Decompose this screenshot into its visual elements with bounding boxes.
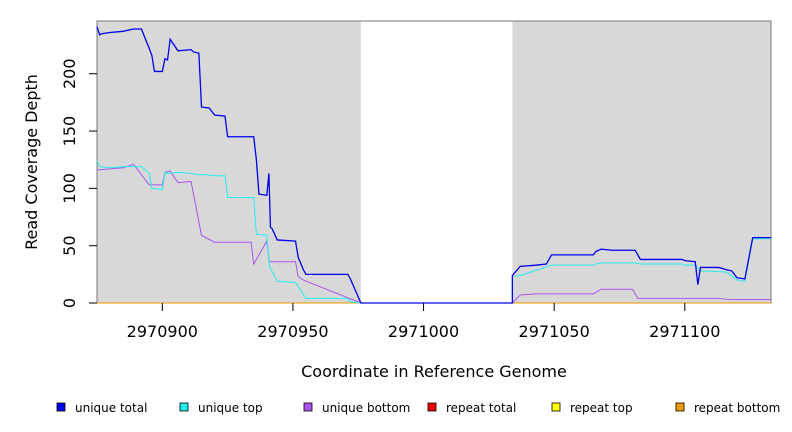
x-axis-title: Coordinate in Reference Genome: [301, 362, 567, 381]
legend-swatch: [675, 402, 685, 412]
y-tick-label: 100: [60, 173, 79, 204]
shaded-region-1: [97, 21, 361, 303]
series-line-unique-total: [96, 26, 771, 304]
y-axis-title: Read Coverage Depth: [22, 74, 41, 250]
legend-label: unique bottom: [322, 401, 410, 415]
x-tick-label: 2970900: [127, 322, 198, 341]
y-tick-label: 50: [60, 236, 79, 256]
legend-label: unique total: [75, 401, 147, 415]
shaded-regions: [97, 21, 771, 303]
series-lines: [96, 26, 771, 304]
y-tick-label: 150: [60, 116, 79, 147]
legend-label: repeat top: [570, 401, 633, 415]
legend-label: unique top: [198, 401, 263, 415]
legend-swatch: [56, 402, 66, 412]
legend-swatch: [427, 402, 437, 412]
legend-swatch: [179, 402, 189, 412]
series-line-unique-top: [96, 160, 771, 304]
y-axis: 0 50 100 150 200: [60, 58, 97, 308]
legend-item-repeat-total: repeat total: [427, 401, 516, 415]
legend-item-repeat-bottom: repeat bottom: [675, 401, 780, 415]
legend-item-unique-bottom: unique bottom: [303, 401, 410, 415]
y-tick-label: 200: [60, 58, 79, 89]
x-tick-label: 2971000: [388, 322, 459, 341]
x-tick-label: 2971050: [519, 322, 590, 341]
x-tick-label: 2970950: [257, 322, 328, 341]
x-axis: 2970900 2970950 2971000 2971050 2971100: [127, 303, 720, 341]
legend-item-repeat-top: repeat top: [551, 401, 633, 415]
legend: unique total unique top unique bottom repea…: [56, 401, 780, 415]
legend-label: repeat total: [446, 401, 516, 415]
legend-swatch: [551, 402, 561, 412]
y-tick-label: 0: [60, 298, 79, 308]
x-tick-label: 2971100: [649, 322, 720, 341]
legend-item-unique-top: unique top: [179, 401, 263, 415]
shaded-region-2: [512, 21, 771, 303]
legend-item-unique-total: unique total: [56, 401, 147, 415]
legend-swatch: [303, 402, 313, 412]
legend-label: repeat bottom: [694, 401, 780, 415]
